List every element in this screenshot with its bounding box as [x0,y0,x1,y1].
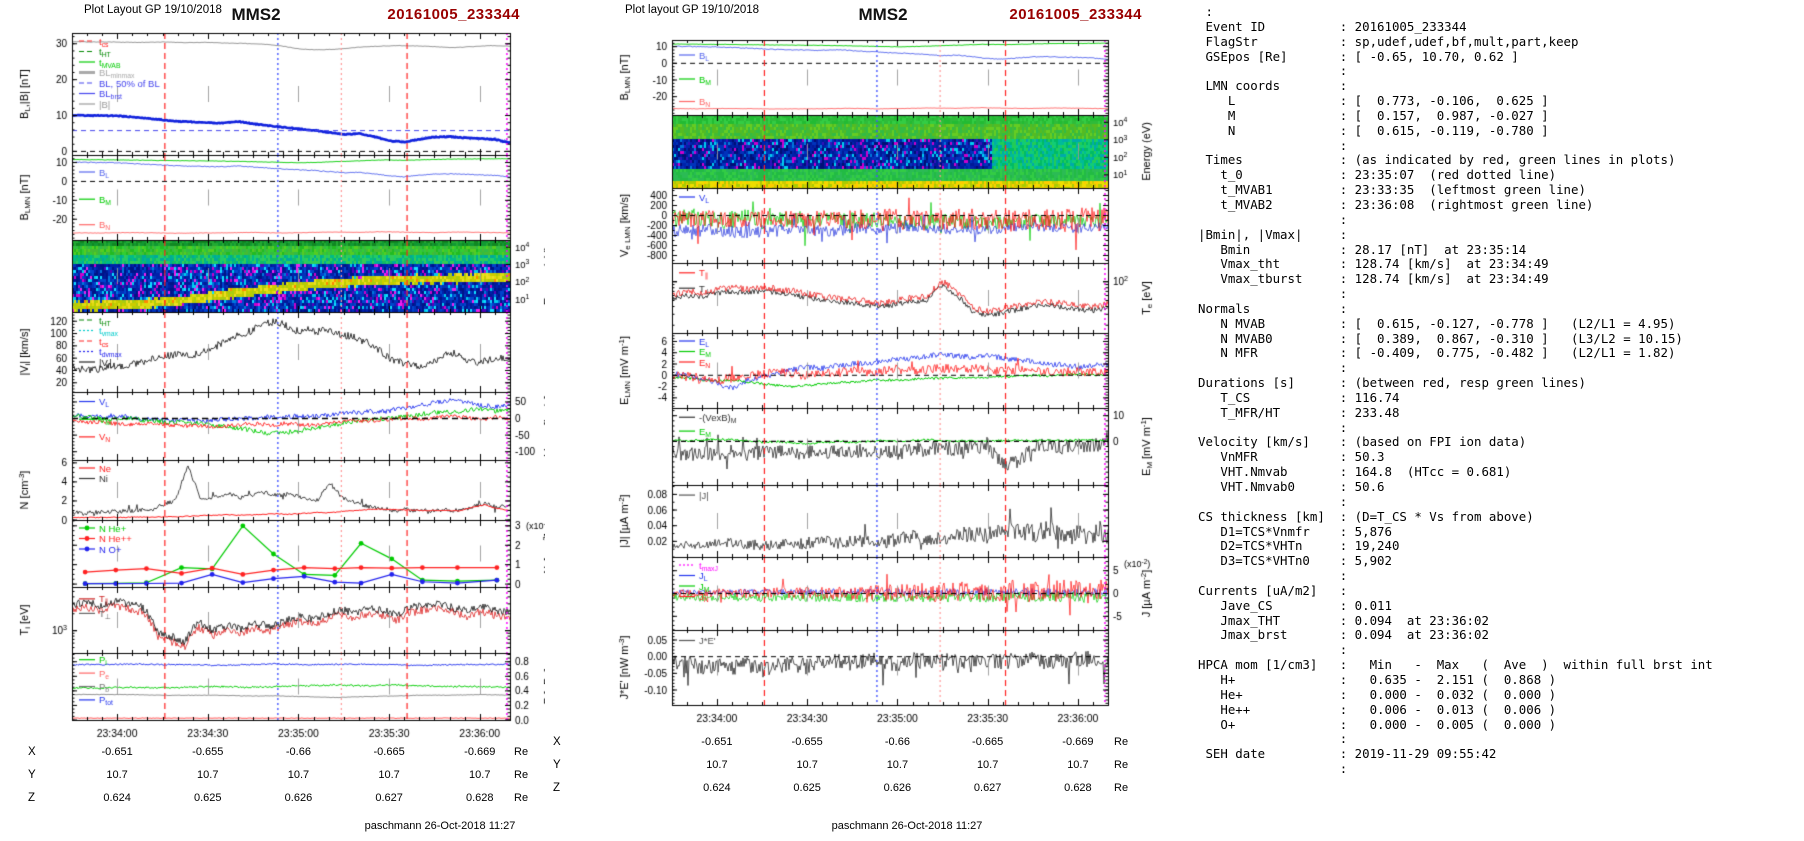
position-value: 10.7 [706,759,728,771]
position-value: 0.626 [284,792,313,804]
axis-label-y: Y [28,769,36,781]
spacecraft-position-table-left: X -0.651 -0.655 -0.66 -0.665 -0.669 Re Y 10.7 10.… [0,746,600,826]
position-value: -0.665 [373,746,405,758]
spacecraft-title-middle: MMS2 [858,5,908,24]
position-value: 10.7 [976,759,999,771]
axis-label-y: Y [553,759,561,771]
position-value: 0.624 [103,792,131,804]
position-value: 0.628 [1064,782,1092,794]
position-value: 0.625 [793,782,821,794]
position-value: 0.628 [466,792,494,804]
credit-left: paschmann 26-Oct-2018 11:27 [364,820,516,832]
unit-label: Re [1114,782,1129,794]
position-value: -0.66 [884,736,910,748]
position-value: 10.7 [106,769,128,781]
unit-label: Re [514,792,529,804]
position-value: -0.665 [972,736,1004,748]
position-value: 0.625 [194,792,222,804]
position-row-z: Z 0.624 0.625 0.626 0.627 0.628 Re [545,782,1190,802]
position-value: 10.7 [469,769,491,781]
electron-plots-canvas [545,0,1190,750]
position-value: 10.7 [287,769,310,781]
event-id-middle: 20161005_233344 [1009,6,1142,23]
position-value: -0.655 [791,736,823,748]
axis-label-z: Z [553,782,561,794]
position-value: 0.626 [883,782,912,794]
position-value: 10.7 [796,759,818,771]
position-value: 0.627 [973,782,1002,794]
axis-label-x: X [553,736,561,748]
panel-ion-overview: Plot Layout GP 19/10/2018 MMS2 20161005_… [0,0,600,841]
position-value: 10.7 [886,759,909,771]
position-value: 10.7 [197,769,219,781]
plot-layout-label-middle: Plot layout GP 19/10/2018 [625,4,760,16]
spacecraft-position-table-middle: X -0.651 -0.655 -0.66 -0.665 -0.669 Re Y 10.7 10.… [545,736,1190,816]
unit-label: Re [514,746,529,758]
position-row-z: Z 0.624 0.625 0.626 0.627 0.628 Re [0,792,600,812]
event-info-panel: : Event ID : 20161005_233344 FlagStr : s… [1190,0,1804,841]
position-value: -0.669 [1062,736,1094,748]
plot-layout-label-left: Plot Layout GP 19/10/2018 [84,4,222,16]
position-row-x: X -0.651 -0.655 -0.66 -0.665 -0.669 Re [545,736,1190,756]
position-value: 10.7 [1067,759,1089,771]
axis-label-z: Z [28,792,36,804]
position-row-y: Y 10.7 10.7 10.7 10.7 10.7 Re [545,759,1190,779]
panel-electron-field-overview: Plot layout GP 19/10/2018 MMS2 20161005_… [545,0,1190,841]
ion-plots-canvas [0,0,600,750]
unit-label: Re [514,769,529,781]
position-row-y: Y 10.7 10.7 10.7 10.7 10.7 Re [0,769,600,789]
event-info-text: : Event ID : 20161005_233344 FlagStr : s… [1198,4,1713,777]
axis-label-x: X [28,746,36,758]
position-value: 10.7 [378,769,400,781]
position-value: -0.655 [192,746,224,758]
credit-middle: paschmann 26-Oct-2018 11:27 [831,820,983,832]
position-value: 0.627 [375,792,403,804]
position-row-x: X -0.651 -0.655 -0.66 -0.665 -0.669 Re [0,746,600,766]
unit-label: Re [1114,759,1129,771]
event-id-left: 20161005_233344 [387,6,520,23]
position-value: -0.66 [285,746,311,758]
position-value: -0.669 [464,746,496,758]
unit-label: Re [1114,736,1129,748]
position-value: 0.624 [703,782,731,794]
position-value: -0.651 [701,736,733,748]
position-value: -0.651 [101,746,133,758]
spacecraft-title-left: MMS2 [231,5,281,24]
